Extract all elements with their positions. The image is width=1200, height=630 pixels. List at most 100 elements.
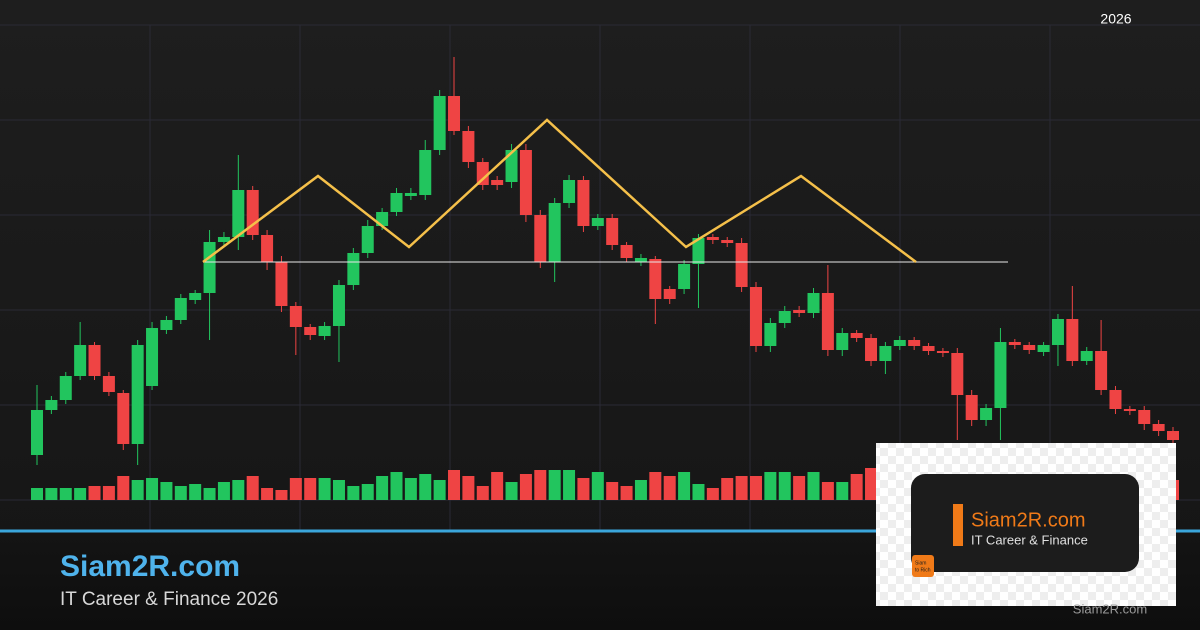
- candle-body: [821, 293, 834, 350]
- volume-bar: [462, 476, 475, 500]
- volume-bar: [577, 478, 590, 500]
- volume-bar: [203, 488, 216, 500]
- candle-body: [189, 293, 202, 300]
- volume-bar: [476, 486, 489, 500]
- volume-bar: [534, 470, 547, 500]
- candle-body: [519, 150, 532, 215]
- volume-bar: [548, 470, 561, 500]
- candle-body: [1138, 410, 1151, 424]
- volume-bar: [246, 476, 259, 500]
- candle-body: [778, 311, 791, 323]
- volume-bar: [735, 476, 748, 500]
- volume-bar: [117, 476, 130, 500]
- candle-body: [879, 346, 892, 361]
- volume-bar: [88, 486, 101, 500]
- candle-body: [232, 190, 245, 237]
- volume-bar: [189, 484, 202, 500]
- candle-body: [1037, 345, 1050, 352]
- volume-bar: [332, 480, 345, 500]
- candle-body: [1123, 409, 1136, 411]
- candle-body: [131, 345, 144, 444]
- volume-bar: [146, 478, 159, 500]
- candle-body: [836, 333, 849, 350]
- volume-bar: [160, 482, 173, 500]
- candle-body: [678, 264, 691, 289]
- candle-body: [74, 345, 87, 376]
- volume-bar: [31, 488, 43, 500]
- candle-body: [275, 262, 288, 306]
- candle-body: [793, 310, 806, 313]
- volume-bar: [606, 482, 619, 500]
- candle-body: [965, 395, 978, 420]
- candle-body: [1109, 390, 1122, 409]
- volume-bar: [347, 486, 360, 500]
- candle-body: [649, 259, 662, 299]
- candle-body: [606, 218, 619, 245]
- candle-body: [332, 285, 345, 326]
- candle-body: [102, 376, 115, 392]
- candle-body: [31, 410, 43, 455]
- candle-body: [663, 289, 676, 299]
- year-label: 2026: [1100, 11, 1131, 27]
- candle-body: [404, 193, 417, 196]
- card: [911, 474, 1139, 572]
- candle-body: [433, 96, 446, 150]
- volume-bar: [232, 480, 245, 500]
- candle-body: [117, 393, 130, 444]
- volume-bar: [749, 476, 762, 500]
- candle-body: [491, 180, 504, 185]
- volume-bar: [318, 478, 331, 500]
- volume-bar: [807, 472, 820, 500]
- volume-bar: [678, 472, 691, 500]
- candle-body: [893, 340, 906, 346]
- volume-bar: [102, 486, 115, 500]
- candle-body: [922, 346, 935, 351]
- candle-body: [390, 193, 403, 212]
- candle-body: [347, 253, 360, 285]
- pattern-line: [202, 118, 917, 264]
- volume-bar: [275, 490, 288, 500]
- candle-body: [448, 96, 461, 131]
- volume-bar: [721, 478, 734, 500]
- volume-bar: [591, 472, 604, 500]
- candle-body: [563, 180, 576, 203]
- tagline: IT Career & Finance 2026: [60, 589, 278, 610]
- accent-bar: [953, 504, 963, 546]
- volume-bar: [563, 470, 576, 500]
- volume-bar: [793, 476, 806, 500]
- candle-body: [749, 287, 762, 346]
- watermark: Siam2R.com: [1073, 601, 1147, 616]
- candle-body: [505, 150, 518, 182]
- candle-body: [548, 203, 561, 262]
- candle-body: [462, 131, 475, 162]
- volume-bar: [404, 478, 417, 500]
- candle-body: [951, 353, 964, 395]
- volume-bar: [217, 482, 230, 500]
- volume-bar: [706, 488, 719, 500]
- candle-body: [59, 376, 72, 400]
- candle-body: [1023, 345, 1036, 350]
- volume-bar: [663, 476, 676, 500]
- volume-bar: [519, 474, 532, 500]
- candle-body: [807, 293, 820, 313]
- volume-bar: [59, 488, 72, 500]
- logo-text: Siam: [915, 560, 926, 566]
- volume-bar: [390, 472, 403, 500]
- candle-body: [1152, 424, 1165, 431]
- candle-body: [160, 320, 173, 330]
- volume-bar: [491, 472, 504, 500]
- candle-body: [318, 326, 331, 336]
- candle-body: [304, 327, 317, 335]
- candle-body: [634, 258, 647, 262]
- volume-bar: [821, 482, 834, 500]
- candle-body: [908, 340, 921, 346]
- candle-body: [146, 328, 159, 386]
- volume-bar: [505, 482, 518, 500]
- candle-body: [203, 242, 216, 293]
- candle-body: [1080, 351, 1093, 361]
- candle-body: [936, 351, 949, 353]
- candle-body: [591, 218, 604, 226]
- candle-body: [1008, 342, 1021, 345]
- volume-bar: [778, 472, 791, 500]
- candle-body: [217, 237, 230, 242]
